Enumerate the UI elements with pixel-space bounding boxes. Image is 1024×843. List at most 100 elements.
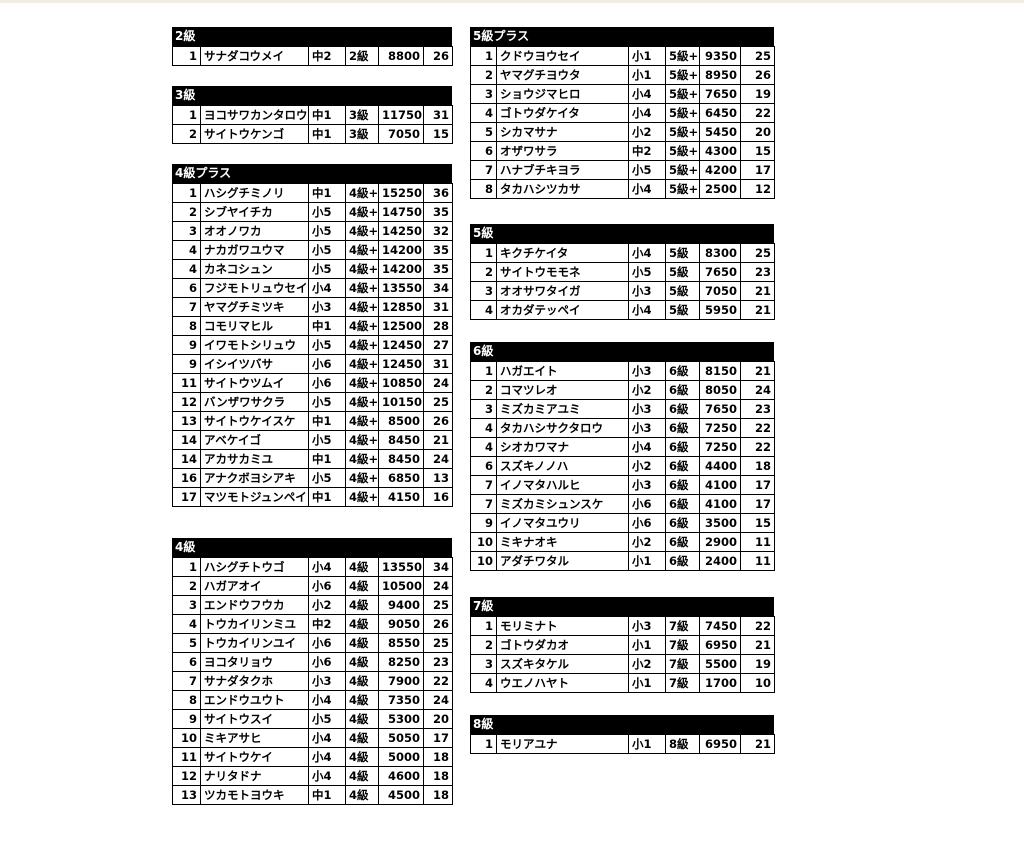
count: 35 xyxy=(423,202,453,222)
school-grade: 小6 xyxy=(628,513,666,533)
section: 4級プラス 1 ハシグチミノリ 中1 4級+ 15250 36 2 シブヤイチカ 小5 4級+ 147… xyxy=(172,164,453,507)
class: 6級 xyxy=(665,361,700,381)
class: 5級 xyxy=(665,300,700,320)
count: 17 xyxy=(740,475,775,495)
class: 5級 xyxy=(665,281,700,301)
table-row: 13 ツカモトヨウキ 中1 4級 4500 18 xyxy=(172,785,453,805)
school-grade: 小6 xyxy=(308,633,346,653)
section-title: 7級 xyxy=(470,597,774,616)
count: 24 xyxy=(423,576,453,596)
class: 5級+ xyxy=(665,84,700,104)
name: ヨコサワカンタロウ xyxy=(200,105,309,125)
rank: 2 xyxy=(470,380,497,400)
count: 17 xyxy=(423,728,453,748)
class: 4級+ xyxy=(345,221,379,241)
points: 12850 xyxy=(378,297,424,317)
points: 12450 xyxy=(378,354,424,374)
rank: 9 xyxy=(172,354,201,374)
table-row: 10 ミキナオキ 小2 6級 2900 11 xyxy=(470,532,775,552)
count: 21 xyxy=(740,635,775,655)
section-title: 6級 xyxy=(470,342,774,361)
table-row: 13 サイトウケイスケ 中1 4級+ 8500 26 xyxy=(172,411,453,431)
class: 4級+ xyxy=(345,202,379,222)
count: 22 xyxy=(740,418,775,438)
class: 4級+ xyxy=(345,240,379,260)
table-row: 3 スズキタケル 小2 7級 5500 19 xyxy=(470,654,775,674)
table-row: 6 フジモトリュウセイ 小4 4級+ 13550 34 xyxy=(172,278,453,298)
class: 6級 xyxy=(665,399,700,419)
table-row: 8 タカハシツカサ 小4 5級+ 2500 12 xyxy=(470,179,775,199)
table-row: 1 ハシグチトウゴ 小4 4級 13550 34 xyxy=(172,557,453,577)
table-row: 3 オオサワタイガ 小3 5級 7050 21 xyxy=(470,281,775,301)
school-grade: 小5 xyxy=(308,202,346,222)
school-grade: 小4 xyxy=(308,728,346,748)
table-row: 1 キクチケイタ 小4 5級 8300 25 xyxy=(470,243,775,263)
name: マツモトジュンペイ xyxy=(200,487,309,507)
class: 4級 xyxy=(345,557,379,577)
count: 11 xyxy=(740,551,775,571)
name: シカマサナ xyxy=(496,122,629,142)
count: 18 xyxy=(423,747,453,767)
count: 21 xyxy=(740,281,775,301)
school-grade: 中2 xyxy=(308,614,346,634)
table-row: 3 ショウジマヒロ 小4 5級+ 7650 19 xyxy=(470,84,775,104)
school-grade: 小2 xyxy=(628,456,666,476)
class: 4級 xyxy=(345,633,379,653)
class: 5級+ xyxy=(665,160,700,180)
table-row: 16 アナクボヨシアキ 小5 4級+ 6850 13 xyxy=(172,468,453,488)
rank: 6 xyxy=(172,278,201,298)
name: オザワサラ xyxy=(496,141,629,161)
points: 4100 xyxy=(699,475,741,495)
ranking-table: 1 ヨコサワカンタロウ 中1 3級 11750 31 2 サイトウケンゴ 中1 3級 7050 15 xyxy=(172,105,453,144)
rank: 11 xyxy=(172,373,201,393)
name: タカハシサクタロウ xyxy=(496,418,629,438)
school-grade: 中2 xyxy=(628,141,666,161)
count: 25 xyxy=(423,392,453,412)
class: 7級 xyxy=(665,654,700,674)
class: 4級+ xyxy=(345,316,379,336)
name: オカダテッペイ xyxy=(496,300,629,320)
rank: 3 xyxy=(470,654,497,674)
rank: 7 xyxy=(470,475,497,495)
points: 7900 xyxy=(378,671,424,691)
table-row: 6 スズキノノハ 小2 6級 4400 18 xyxy=(470,456,775,476)
count: 12 xyxy=(740,179,775,199)
school-grade: 小4 xyxy=(628,243,666,263)
points: 8950 xyxy=(699,65,741,85)
school-grade: 小1 xyxy=(628,65,666,85)
points: 5050 xyxy=(378,728,424,748)
count: 22 xyxy=(740,616,775,636)
points: 8800 xyxy=(378,46,424,66)
points: 9050 xyxy=(378,614,424,634)
count: 23 xyxy=(423,652,453,672)
name: ハシグチミノリ xyxy=(200,183,309,203)
table-row: 1 ハガエイト 小3 6級 8150 21 xyxy=(470,361,775,381)
class: 4級+ xyxy=(345,373,379,393)
school-grade: 小4 xyxy=(308,690,346,710)
school-grade: 小1 xyxy=(628,673,666,693)
school-grade: 小6 xyxy=(308,576,346,596)
table-row: 5 トウカイリンユイ 小6 4級 8550 25 xyxy=(172,633,453,653)
class: 4級 xyxy=(345,766,379,786)
points: 10500 xyxy=(378,576,424,596)
count: 19 xyxy=(740,84,775,104)
school-grade: 小5 xyxy=(308,221,346,241)
class: 5級+ xyxy=(665,103,700,123)
rank: 6 xyxy=(470,141,497,161)
table-row: 4 シオカワマナ 小4 6級 7250 22 xyxy=(470,437,775,457)
section: 4級 1 ハシグチトウゴ 小4 4級 13550 34 2 ハガアオイ 小6 4級 10500 24 3 エ… xyxy=(172,538,453,805)
name: ヤマグチヨウタ xyxy=(496,65,629,85)
count: 24 xyxy=(740,380,775,400)
name: モリアユナ xyxy=(496,734,629,754)
name: フジモトリュウセイ xyxy=(200,278,309,298)
points: 4500 xyxy=(378,785,424,805)
rank: 7 xyxy=(172,671,201,691)
name: ツカモトヨウキ xyxy=(200,785,309,805)
class: 5級+ xyxy=(665,122,700,142)
class: 5級+ xyxy=(665,179,700,199)
name: サイトウツムイ xyxy=(200,373,309,393)
rank: 9 xyxy=(172,709,201,729)
points: 14250 xyxy=(378,221,424,241)
count: 20 xyxy=(740,122,775,142)
count: 31 xyxy=(423,354,453,374)
